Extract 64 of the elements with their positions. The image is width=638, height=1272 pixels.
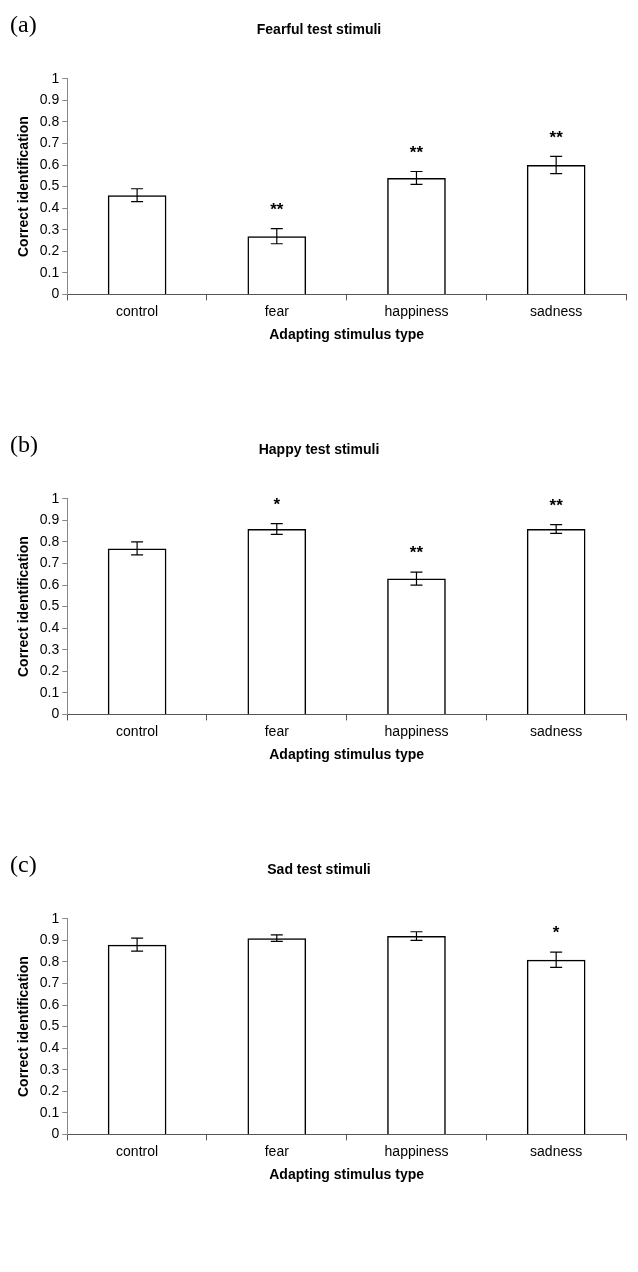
data-label: ** (270, 199, 284, 219)
x-tick-label: sadness (530, 722, 583, 739)
y-tick-label: 0.3 (39, 640, 60, 657)
y-tick-label: 0.1 (39, 263, 60, 280)
y-tick-label: 0.8 (39, 112, 60, 129)
x-axis-title: Adapting stimulus type (269, 1166, 425, 1183)
y-tick-label: 0.4 (39, 199, 60, 216)
y-tick-label: 0.7 (39, 554, 60, 571)
y-tick-label: 0.3 (39, 1060, 60, 1077)
text: (a) (10, 11, 37, 38)
y-axis-title: Correct identification (15, 536, 32, 677)
y-tick-label: 0.2 (39, 662, 60, 679)
y-tick-label: 0.4 (39, 1039, 60, 1056)
y-tick-label: 0.6 (39, 995, 60, 1012)
y-tick-label: 0.2 (39, 1082, 60, 1099)
x-tick-label: fear (264, 1142, 290, 1159)
y-tick-label: 0 (51, 705, 60, 722)
y-tick-label: 0.4 (39, 619, 60, 636)
x-tick-label: fear (264, 302, 290, 319)
chart-title: Fearful test stimuli (256, 21, 382, 38)
y-tick-label: 0.5 (39, 1017, 60, 1034)
y-tick-label: 0.1 (39, 1103, 60, 1120)
x-axis-title: Adapting stimulus type (269, 746, 425, 763)
y-tick-label: 0.6 (39, 155, 60, 172)
data-label: ** (409, 142, 424, 162)
y-tick-label: 0.6 (39, 575, 60, 592)
y-axis-title: Correct identification (15, 956, 32, 1097)
y-tick-label: 0.2 (39, 242, 60, 259)
y-tick-label: 0.7 (39, 974, 60, 991)
data-label: ** (409, 543, 424, 563)
x-tick-label: happiness (384, 1142, 449, 1159)
data-label: ** (549, 127, 564, 147)
x-tick-label: sadness (530, 1142, 583, 1159)
y-tick-label: 0.7 (39, 134, 60, 151)
x-tick-label: sadness (530, 302, 583, 319)
x-tick-label: control (116, 302, 159, 319)
x-axis-title: Adapting stimulus type (269, 326, 425, 343)
y-tick-label: 0.5 (39, 597, 60, 614)
data-label: ** (549, 495, 564, 515)
x-tick-label: control (116, 1142, 159, 1159)
x-tick-label: happiness (384, 722, 449, 739)
x-tick-label: happiness (384, 302, 449, 319)
x-tick-label: control (116, 722, 159, 739)
data-label: * (552, 923, 560, 943)
y-tick-label: 0.3 (39, 220, 60, 237)
y-tick-label: 1 (51, 489, 60, 506)
y-tick-label: 0.8 (39, 952, 60, 969)
y-tick-label: 0.9 (39, 91, 60, 108)
x-tick-label: fear (264, 722, 290, 739)
y-tick-label: 0.1 (39, 683, 60, 700)
text: (c) (10, 851, 37, 878)
y-tick-label: 0.9 (39, 511, 60, 528)
chart-title: Happy test stimuli (258, 441, 380, 458)
y-tick-label: 0.8 (39, 532, 60, 549)
y-tick-label: 1 (51, 69, 60, 86)
data-label: * (273, 494, 281, 514)
y-tick-label: 1 (51, 909, 60, 926)
y-tick-label: 0.9 (39, 931, 60, 948)
text: (b) (10, 431, 38, 458)
y-tick-label: 0 (51, 1125, 60, 1142)
y-tick-label: 0 (51, 285, 60, 302)
y-axis-title: Correct identification (15, 116, 32, 257)
y-tick-label: 0.5 (39, 177, 60, 194)
chart-title: Sad test stimuli (267, 861, 371, 878)
